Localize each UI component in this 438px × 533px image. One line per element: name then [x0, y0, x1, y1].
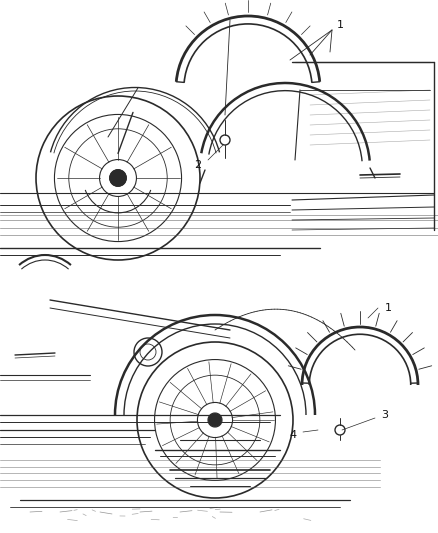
Text: 3: 3: [381, 410, 389, 420]
Text: 2: 2: [194, 160, 201, 170]
Text: 1: 1: [336, 20, 343, 30]
Circle shape: [110, 170, 126, 186]
Circle shape: [209, 414, 221, 426]
Text: 4: 4: [290, 430, 297, 440]
Text: 1: 1: [385, 303, 392, 313]
